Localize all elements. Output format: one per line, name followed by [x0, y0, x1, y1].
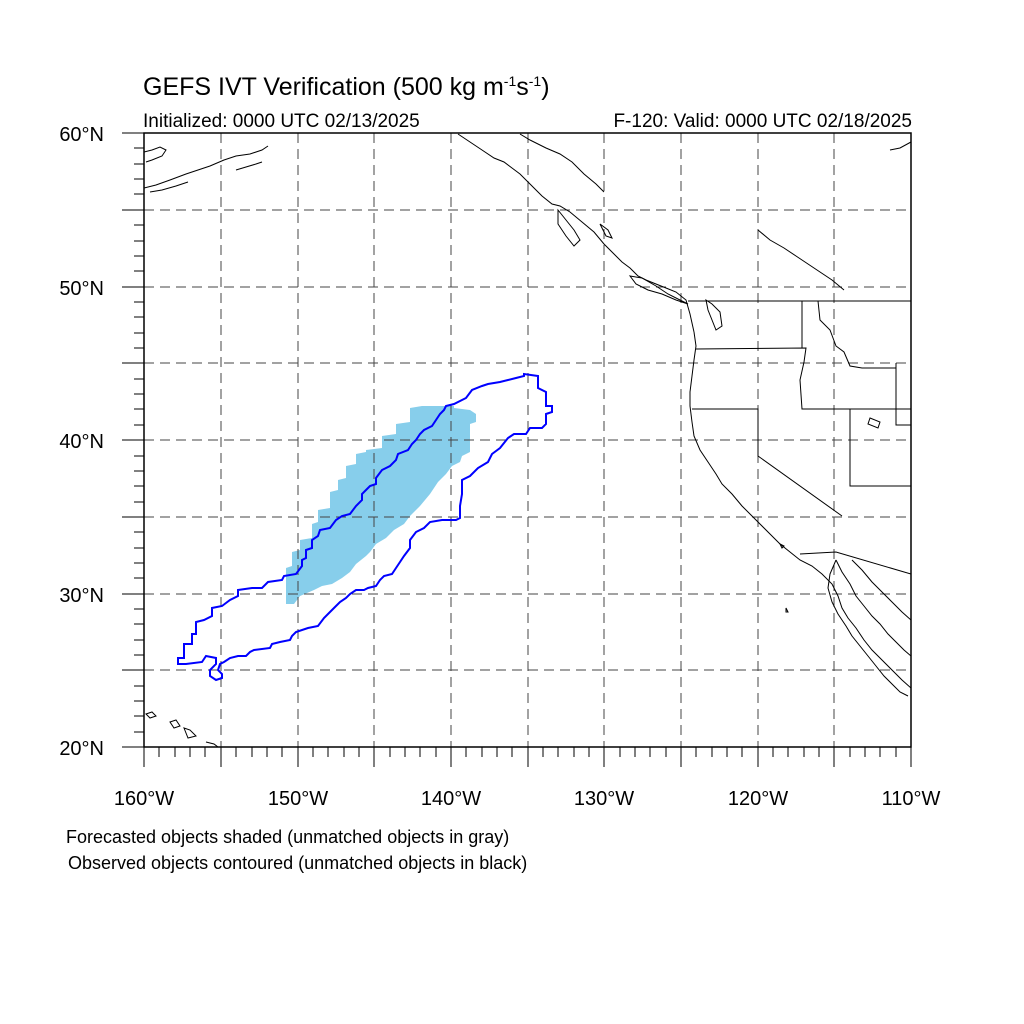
lat-label-50: 50°N — [59, 278, 104, 300]
forecast-object-shade — [286, 406, 476, 604]
lat-label-30: 30°N — [59, 585, 104, 607]
coastlines — [144, 133, 911, 747]
lon-labels: 160°W 150°W 140°W 130°W 120°W 110°W — [114, 788, 941, 810]
lat-label-60: 60°N — [59, 124, 104, 146]
lat-label-20: 20°N — [59, 738, 104, 760]
lon-label-160w: 160°W — [114, 788, 174, 810]
lon-label-150w: 150°W — [268, 788, 328, 810]
lon-label-120w: 120°W — [728, 788, 788, 810]
grid — [144, 133, 911, 747]
observed-object — [177, 372, 553, 682]
forecast-caption: Forecasted objects shaded (unmatched obj… — [66, 827, 510, 847]
initialized-label: Initialized: 0000 UTC 02/13/2025 — [143, 111, 420, 132]
observed-caption: Observed objects contoured (unmatched ob… — [68, 853, 528, 873]
lat-label-40: 40°N — [59, 431, 104, 453]
lon-label-110w: 110°W — [882, 788, 941, 810]
map-title: GEFS IVT Verification (500 kg m-1s-1) — [143, 73, 550, 101]
axis-ticks — [122, 132, 912, 767]
forecast-object — [286, 406, 476, 604]
lat-labels: 20°N 30°N 40°N 50°N 60°N — [59, 124, 104, 760]
lon-label-130w: 130°W — [574, 788, 634, 810]
observed-object-contour — [177, 372, 553, 682]
valid-time-label: F-120: Valid: 0000 UTC 02/18/2025 — [613, 111, 912, 132]
lon-label-140w: 140°W — [421, 788, 481, 810]
